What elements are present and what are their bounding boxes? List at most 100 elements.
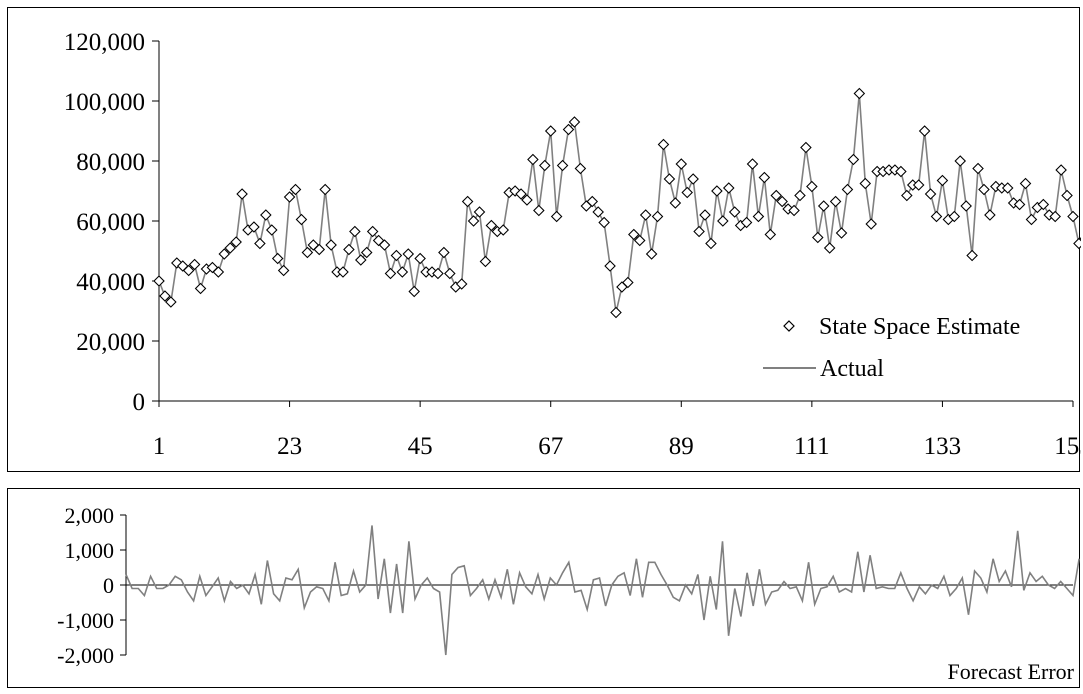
- estimate-point: [788, 204, 800, 217]
- estimate-point: [390, 249, 403, 262]
- estimate-point: [912, 179, 925, 191]
- estimate-point: [800, 141, 812, 154]
- estimate-point: [265, 224, 278, 236]
- estimate-point: [254, 237, 266, 250]
- estimate-point: [396, 266, 409, 278]
- estimate-point: [628, 228, 640, 241]
- estimate-point: [343, 243, 355, 256]
- estimate-point: [260, 209, 272, 221]
- estimate-point: [711, 185, 723, 197]
- estimate-point: [776, 195, 788, 208]
- estimate-point: [645, 248, 658, 260]
- estimate-point: [865, 218, 877, 230]
- main-chart-svg: 0 20,000 40,000 60,000 80,000 100,000 120,000 1…: [64, 29, 1081, 460]
- estimate-point: [954, 155, 967, 167]
- estimate-point: [972, 162, 984, 175]
- estimate-point: [402, 248, 415, 260]
- estimate-point: [1073, 237, 1081, 250]
- estimate-point: [675, 158, 688, 170]
- y-tick-label: 1,000: [65, 538, 115, 563]
- estimate-point: [301, 246, 314, 259]
- x-tick-label: 155: [1054, 433, 1081, 460]
- estimate-point: [159, 290, 171, 302]
- estimate-point: [556, 159, 569, 172]
- estimate-point: [948, 210, 961, 223]
- estimate-point: [224, 242, 236, 254]
- estimate-point: [1061, 189, 1073, 202]
- estimate-point: [349, 225, 361, 238]
- estimate-point: [598, 216, 610, 229]
- estimate-point: [378, 239, 391, 251]
- estimate-point: [568, 116, 581, 128]
- estimate-point: [194, 282, 207, 295]
- estimate-point: [901, 189, 913, 202]
- estimate-point: [610, 306, 622, 319]
- estimate-point: [663, 173, 676, 185]
- estimate-point: [432, 267, 444, 280]
- estimate-point: [687, 173, 699, 185]
- estimate-point: [313, 243, 326, 256]
- estimate-point: [794, 189, 806, 202]
- estimate-point: [283, 191, 296, 203]
- y-tick-label: -1,000: [57, 608, 114, 633]
- estimate-point: [485, 219, 498, 232]
- estimate-point: [248, 221, 260, 233]
- estimate-point: [764, 228, 777, 241]
- legend-actual-label: Actual: [820, 356, 884, 382]
- y-tick-label: 20,000: [76, 329, 145, 356]
- estimate-point: [408, 285, 420, 298]
- y-tick-label: 100,000: [64, 89, 145, 116]
- legend-estimate-label: State Space Estimate: [819, 314, 1020, 340]
- estimate-point: [444, 267, 456, 280]
- estimate-point: [930, 210, 943, 223]
- estimate-point: [515, 188, 527, 200]
- estimate-point: [467, 215, 480, 227]
- estimate-point: [1013, 198, 1026, 211]
- estimate-point: [812, 231, 824, 244]
- estimate-point: [693, 225, 705, 238]
- estimate-point: [1019, 177, 1032, 190]
- estimate-point: [936, 174, 949, 187]
- estimate-point: [562, 123, 575, 136]
- estimate-point: [752, 210, 765, 223]
- estimate-point: [295, 213, 308, 226]
- estimate-point: [325, 239, 337, 251]
- y-tick-label: 120,000: [64, 29, 145, 56]
- y-tick-label: 0: [103, 573, 114, 598]
- estimate-point: [960, 200, 972, 212]
- estimate-point: [550, 210, 563, 223]
- forecast-error-label: Forecast Error: [948, 659, 1075, 684]
- estimate-point: [438, 246, 450, 259]
- estimate-point: [705, 237, 717, 250]
- estimate-point: [841, 183, 854, 196]
- estimate-point: [829, 195, 842, 208]
- estimate-point: [728, 206, 741, 218]
- estimate-point: [182, 264, 195, 277]
- estimate-point: [497, 224, 510, 236]
- estimate-point: [622, 276, 634, 289]
- estimate-point: [722, 182, 735, 194]
- estimate-point: [366, 225, 379, 238]
- x-tick-label: 89: [669, 433, 694, 460]
- estimate-point: [806, 180, 818, 193]
- estimate-point: [212, 266, 225, 278]
- estimate-point: [355, 254, 367, 266]
- forecast-error-line: [125, 525, 1080, 656]
- y-tick-label: 60,000: [76, 209, 145, 236]
- legend-estimate-marker: [783, 320, 795, 332]
- estimate-point: [414, 252, 426, 265]
- estimate-point: [740, 216, 753, 229]
- estimate-point: [592, 206, 604, 218]
- estimate-point: [1001, 182, 1014, 194]
- estimate-point: [230, 236, 242, 248]
- estimate-point: [521, 194, 533, 206]
- y-tick-label: 80,000: [76, 149, 145, 176]
- estimate-point: [1025, 213, 1038, 226]
- estimate-point: [639, 209, 652, 221]
- estimate-point: [586, 195, 599, 208]
- estimate-point: [669, 197, 682, 209]
- estimate-point: [539, 159, 551, 172]
- x-tick-label: 111: [794, 433, 830, 460]
- estimate-point: [1067, 210, 1079, 223]
- estimate-point: [657, 138, 670, 151]
